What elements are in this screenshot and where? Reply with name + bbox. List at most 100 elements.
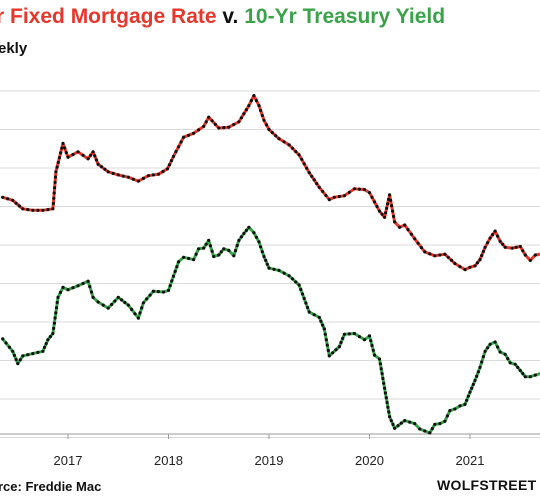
treasury-point [448,409,452,413]
mortgage-point [312,178,316,182]
treasury-point [317,315,321,319]
treasury-point [171,274,176,278]
mortgage-point [237,120,241,124]
mortgage-point [290,146,295,150]
treasury-point [173,269,177,273]
mortgage-point [294,150,298,154]
treasury-point [377,357,382,361]
mortgage-point [389,198,393,202]
mortgage-point [413,237,417,241]
treasury-point [227,248,231,252]
treasury-point [58,290,63,294]
treasury-point [458,404,462,408]
treasury-point [7,345,11,349]
treasury-point [468,390,472,394]
treasury-point [433,422,437,426]
mortgage-point [342,194,346,198]
treasury-point [300,292,305,296]
mortgage-point [93,154,97,158]
mortgage-point [438,253,442,257]
mortgage-point [53,186,57,190]
mortgage-point [383,215,387,219]
mortgage-point [242,112,246,116]
treasury-point [496,345,500,349]
treasury-point [508,361,512,365]
treasury-point [342,332,346,336]
mortgage-point [391,209,395,213]
treasury-point [12,353,16,357]
treasury-point [145,297,149,301]
treasury-point [513,362,517,366]
mortgage-point [352,187,356,191]
treasury-point [391,422,395,426]
mortgage-point [182,135,186,139]
treasury-point [36,350,40,354]
x-tick-label: 2021 [456,453,485,468]
treasury-point [352,331,356,336]
mortgage-point [51,201,56,206]
mortgage-point [249,99,253,103]
treasury-point [393,426,397,430]
mortgage-point [177,145,181,149]
treasury-point [148,293,152,297]
treasury-point [413,422,417,426]
mortgage-point [55,165,59,169]
treasury-point [481,355,485,359]
treasury-point [384,396,388,400]
mortgage-point [337,194,341,199]
mortgage-point [64,151,68,155]
treasury-point [471,382,475,386]
mortgage-point [86,157,90,161]
mortgage-point [36,208,40,212]
treasury-point [428,431,432,435]
treasury-point [260,250,264,254]
mortgage-point [252,94,256,98]
mortgage-point [81,153,85,157]
treasury-point [380,372,384,376]
treasury-point [423,429,427,433]
mortgage-point [202,124,206,128]
mortgage-point [222,126,226,130]
mortgage-point [96,162,100,166]
mortgage-point [267,127,271,132]
mortgage-point [156,172,161,176]
mortgage-point [480,253,484,258]
treasury-point [473,378,477,383]
mortgage-point [239,116,243,120]
treasury-point [264,258,268,262]
treasury-point [254,235,258,239]
mortgage-point [91,150,95,154]
treasury-point [383,391,387,395]
treasury-point [324,338,328,342]
treasury-point [96,300,100,304]
treasury-point [362,338,367,342]
mortgage-point [165,167,170,171]
treasury-point [304,301,308,305]
mortgage-point [423,250,427,254]
mortgage-point [1,195,5,199]
mortgage-point [305,166,309,170]
treasury-point [210,249,214,253]
mortgage-point [380,212,384,216]
treasury-point [194,252,198,256]
treasury-point [247,225,251,229]
treasury-point [305,305,310,310]
mortgage-point [187,133,191,137]
treasury-point [91,295,95,299]
mortgage-point [11,198,15,202]
mortgage-point [521,249,525,253]
treasury-point [81,281,85,286]
treasury-point [176,260,181,264]
treasury-point [233,249,238,253]
mortgage-point [486,241,490,245]
mortgage-point [210,119,214,123]
treasury-point [232,254,236,258]
brand-label: WOLFSTREET [437,477,537,493]
mortgage-point [317,185,321,189]
treasury-point [175,265,179,269]
treasury-point [166,288,171,292]
mortgage-point [60,146,64,150]
mortgage-point [262,118,266,122]
mortgage-point [488,236,492,240]
